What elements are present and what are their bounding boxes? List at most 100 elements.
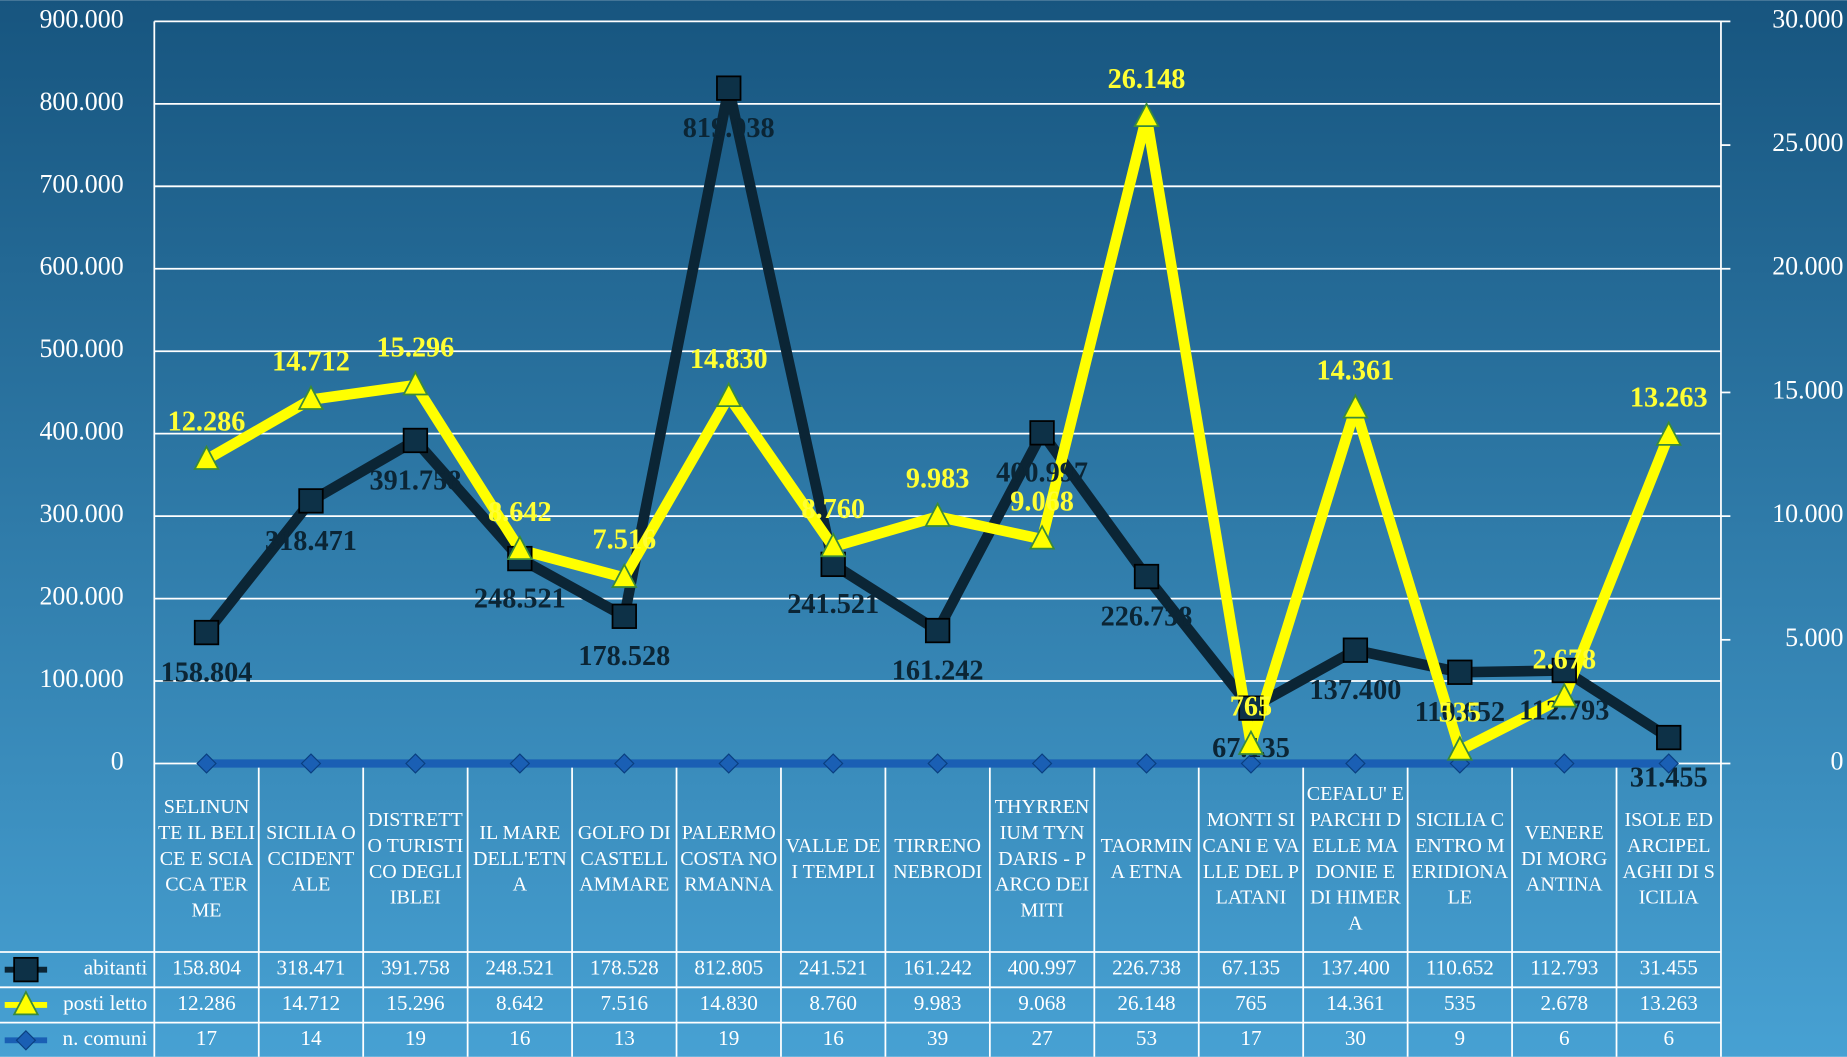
data-label: 13.263 [1630,383,1708,414]
data-label: 178.528 [578,641,670,672]
marker-square [1551,657,1577,684]
marker-triangle [1342,393,1369,419]
marker-square [13,956,39,983]
data-label: 391.758 [369,465,461,496]
table-cell: 112.793 [1530,955,1598,979]
category-cell: CEFALU' E PARCHI DELLE MADONIE E DI HIME… [1306,782,1405,935]
data-label: 226.738 [1101,601,1193,632]
data-label: 14.830 [690,344,768,375]
y-tick-label: 500.000 [39,334,123,363]
y2-tick-label: 15.000 [1772,375,1843,404]
category-cell: GOLFO DI CASTELLAMMARE [578,821,671,895]
table-cell: 19 [718,1026,739,1050]
marker-triangle [1446,735,1474,761]
marker-diamond [822,753,844,774]
x-tick-label: DISTRETTO TURISTICO DEGLI IBLEI [367,808,464,909]
marker-diamond [1240,753,1262,774]
table-cell: 812.805 [694,955,763,979]
marker-triangle [1551,682,1578,708]
y-tick-label: 200.000 [39,582,123,611]
legend-label: posti letto [63,991,147,1015]
marker-square [1238,695,1264,721]
marker-triangle [1133,101,1160,127]
y2-tick-label: 25.000 [1772,128,1843,157]
data-label: 161.242 [892,655,984,686]
table-cell: 765 [1235,991,1267,1015]
data-label: 535 [1439,697,1481,728]
data-label: 15.296 [377,332,455,363]
category-cell: PALERMO COSTA NORMANNA [680,821,778,896]
y-tick-label: 0 [111,746,124,775]
table-cell: 178.528 [590,955,659,979]
category-cell: VENERE DI MORGANTINA [1521,821,1607,895]
table-cell: 14.712 [282,991,340,1015]
x-tick-label: TIRRENO NEBRODI [893,834,983,883]
y2-tick-label: 10.000 [1772,499,1843,528]
data-label: 241.521 [787,589,879,620]
table-cell: 13.263 [1640,991,1698,1015]
y-tick-label: 100.000 [39,664,123,693]
data-label: 7.516 [593,525,657,556]
marker-triangle [12,990,40,1016]
y2-tick-label: 30.000 [1772,4,1843,33]
table-cell: 9.068 [1018,991,1066,1015]
y2-tick-label: 20.000 [1772,252,1843,281]
data-label: 9.068 [1010,486,1074,517]
x-tick-label: MONTI SICANI E VALLE DEL PLATANI [1202,808,1300,909]
table-cell: 19 [405,1026,426,1050]
marker-square [193,619,220,646]
marker-square [611,603,637,629]
marker-triangle [506,534,534,561]
table-cell: 2.678 [1540,991,1588,1015]
data-label: 2.678 [1532,644,1596,675]
y2-tick-label: 5.000 [1785,623,1843,652]
category-cell: SELINUNTE IL BELICE E SCIACCA TERME [158,795,255,921]
marker-diamond [405,753,426,774]
category-cell: THYRRENIUM TYNDARIS - PARCO DEI MITI [994,795,1090,922]
data-label: 14.361 [1317,355,1395,386]
marker-triangle [297,384,325,410]
table-cell: 17 [196,1026,217,1050]
marker-triangle [1237,729,1265,755]
table-cell: 8.760 [809,991,857,1015]
x-tick-label: IL MARE DELL'ETNA [472,821,567,896]
data-label: 12.286 [168,407,246,438]
x-tick-label: ISOLE ED ARCIPELAGHI DI SICILIA [1622,808,1715,909]
table-cell: 39 [927,1026,948,1050]
data-label: 9.983 [906,464,970,495]
marker-diamond [1031,753,1053,774]
marker-triangle [1655,420,1682,446]
data-label: 31.455 [1630,762,1708,793]
table-cell: 7.516 [600,991,648,1015]
marker-square [924,617,951,644]
category-cell: VALLE DEI TEMPLI [785,834,881,883]
table-cell: 14 [300,1026,322,1050]
table-cell: 27 [1031,1026,1052,1050]
legend-label: abitanti [84,955,148,979]
x-tick-label: SICILIA CENTRO MERIDIONALE [1411,808,1509,909]
table-cell: 318.471 [277,955,346,979]
table-cell: 13 [614,1026,635,1050]
marker-diamond [1658,753,1679,774]
marker-diamond [196,753,217,774]
marker-triangle [193,444,220,470]
x-tick-label: VALLE DEI TEMPLI [785,834,881,883]
marker-diamond [15,1030,37,1051]
table-cell: 241.521 [799,955,868,979]
table-cell: 14.830 [700,991,758,1015]
y2-tick-label: 0 [1831,746,1844,775]
x-tick-label: SICILIA OCCIDENTALE [266,821,356,896]
x-tick-label: THYRRENIUM TYNDARIS - PARCO DEI MITI [994,795,1090,922]
table-cell: 6 [1559,1026,1570,1050]
x-tick-label: CEFALU' E PARCHI DELLE MADONIE E DI HIME… [1306,782,1405,935]
table-cell: 161.242 [903,955,972,979]
x-tick-label: PALERMO COSTA NORMANNA [680,821,778,896]
data-label: 318.471 [265,526,357,557]
marker-triangle [715,381,742,407]
data-label: 137.400 [1309,675,1401,706]
x-tick-label: TAORMINA ETNA [1100,834,1193,883]
table-cell: 400.997 [1008,955,1077,979]
